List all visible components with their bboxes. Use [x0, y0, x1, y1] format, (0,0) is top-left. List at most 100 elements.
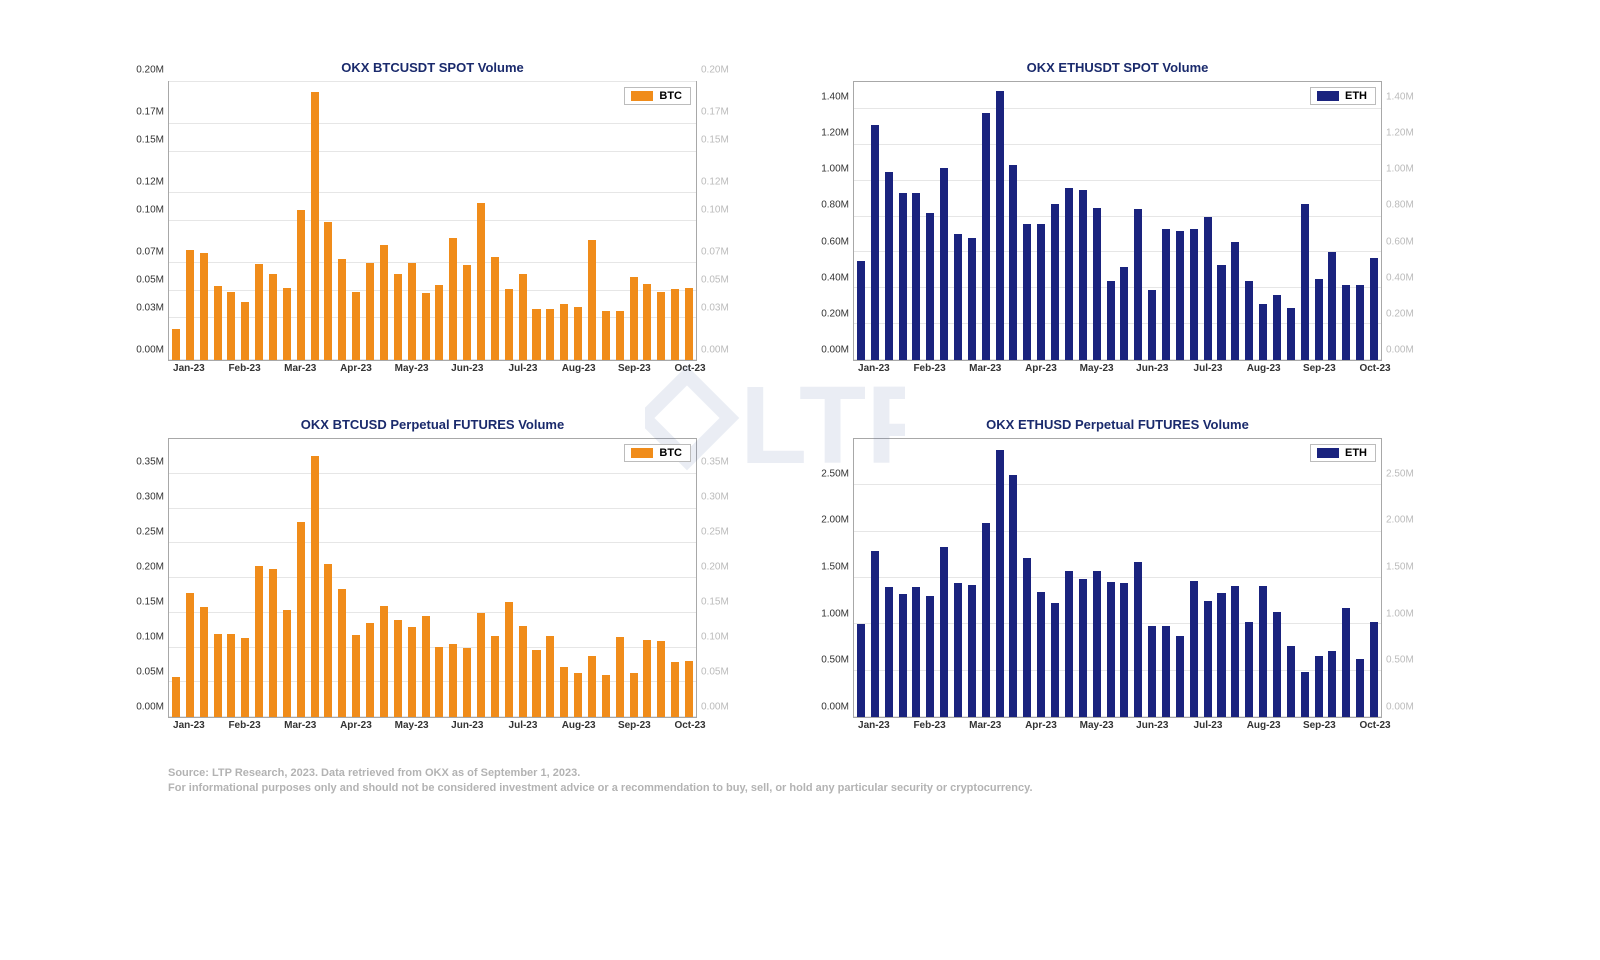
legend-label: BTC	[659, 90, 682, 102]
y-tick-label: 0.50M	[1386, 655, 1414, 666]
y-tick-label: 0.10M	[136, 205, 164, 216]
y-tick-label: 0.10M	[136, 632, 164, 643]
bar	[241, 302, 249, 360]
bar	[1328, 651, 1336, 717]
bar	[532, 309, 540, 360]
y-tick-label: 0.05M	[136, 667, 164, 678]
bar	[1273, 612, 1281, 717]
chart-panel-btc_perp: OKX BTCUSD Perpetual FUTURES VolumeBTC0.…	[120, 417, 745, 738]
x-tick-label: Feb-23	[913, 363, 945, 374]
bar	[1190, 229, 1198, 360]
bar	[657, 641, 665, 717]
bar	[366, 263, 374, 360]
bar	[1065, 571, 1073, 717]
x-tick-label: Mar-23	[284, 720, 316, 731]
y-tick-label: 0.20M	[136, 65, 164, 76]
gridline	[169, 81, 696, 82]
bar	[671, 289, 679, 360]
bar	[1259, 304, 1267, 360]
bar	[505, 289, 513, 360]
legend-label: ETH	[1345, 447, 1367, 459]
legend: BTC	[624, 444, 691, 462]
chart-grid: OKX BTCUSDT SPOT VolumeBTC0.00M0.03M0.05…	[120, 60, 1430, 738]
plot-area: ETH	[853, 81, 1382, 361]
y-axis-left: 0.00M0.20M0.40M0.60M0.80M1.00M1.20M1.40M	[805, 81, 853, 361]
x-tick-label: Apr-23	[340, 720, 372, 731]
gridline	[169, 151, 696, 152]
bar	[885, 172, 893, 360]
bar	[1231, 242, 1239, 360]
y-axis-right: 0.00M0.20M0.40M0.60M0.80M1.00M1.20M1.40M	[1382, 81, 1430, 361]
y-tick-label: 0.00M	[701, 345, 729, 356]
bar	[1370, 258, 1378, 360]
bar	[1176, 231, 1184, 360]
gridline	[854, 484, 1381, 485]
bar	[435, 285, 443, 360]
bar	[1037, 592, 1045, 717]
bar	[616, 311, 624, 360]
y-tick-label: 1.40M	[821, 92, 849, 103]
bar	[1204, 601, 1212, 717]
bar	[1301, 672, 1309, 717]
bar	[1134, 209, 1142, 360]
x-tick-label: Jan-23	[173, 720, 205, 731]
plot-frame: ETH0.00M0.50M1.00M1.50M2.00M2.50M0.00M0.…	[805, 438, 1430, 738]
y-tick-label: 2.50M	[821, 468, 849, 479]
bar	[1273, 295, 1281, 360]
y-tick-label: 0.17M	[136, 107, 164, 118]
bar	[422, 616, 430, 717]
y-tick-label: 0.80M	[1386, 200, 1414, 211]
bar	[685, 661, 693, 717]
bar	[283, 610, 291, 717]
bar	[241, 638, 249, 717]
bar	[574, 307, 582, 360]
bar	[1356, 285, 1364, 360]
x-axis: Jan-23Feb-23Mar-23Apr-23May-23Jun-23Jul-…	[168, 361, 697, 381]
bar	[899, 193, 907, 360]
bar	[1037, 224, 1045, 360]
x-tick-label: May-23	[395, 363, 429, 374]
bar	[671, 662, 679, 717]
y-tick-label: 0.50M	[821, 655, 849, 666]
gridline	[169, 473, 696, 474]
bar	[1356, 659, 1364, 717]
x-tick-label: Aug-23	[562, 363, 596, 374]
gridline	[854, 180, 1381, 181]
gridline	[854, 108, 1381, 109]
y-tick-label: 0.15M	[136, 597, 164, 608]
y-tick-label: 0.15M	[701, 597, 729, 608]
bar	[940, 168, 948, 360]
bar	[630, 673, 638, 717]
y-tick-label: 0.25M	[136, 527, 164, 538]
bar	[630, 277, 638, 360]
bar	[380, 606, 388, 717]
x-tick-label: Feb-23	[228, 720, 260, 731]
bar	[857, 624, 865, 717]
y-axis-left: 0.00M0.50M1.00M1.50M2.00M2.50M	[805, 438, 853, 718]
bar	[1245, 281, 1253, 360]
bar	[172, 677, 180, 717]
x-tick-label: Sep-23	[1303, 363, 1336, 374]
bar	[1301, 204, 1309, 360]
bar	[200, 607, 208, 717]
x-tick-label: Apr-23	[1025, 720, 1057, 731]
bar	[1342, 285, 1350, 360]
bar	[546, 309, 554, 360]
gridline	[169, 508, 696, 509]
legend: ETH	[1310, 444, 1376, 462]
bar	[1287, 646, 1295, 717]
bar	[560, 667, 568, 717]
bar	[324, 222, 332, 360]
bar	[1259, 586, 1267, 717]
y-tick-label: 0.35M	[701, 457, 729, 468]
bar	[519, 274, 527, 360]
x-tick-label: Sep-23	[1303, 720, 1336, 731]
bar	[1245, 622, 1253, 717]
x-tick-label: Sep-23	[618, 720, 651, 731]
y-tick-label: 0.40M	[821, 272, 849, 283]
x-tick-label: Jun-23	[1136, 363, 1168, 374]
bar	[1148, 290, 1156, 360]
y-tick-label: 2.50M	[1386, 468, 1414, 479]
bar	[926, 213, 934, 360]
bar	[1079, 579, 1087, 717]
